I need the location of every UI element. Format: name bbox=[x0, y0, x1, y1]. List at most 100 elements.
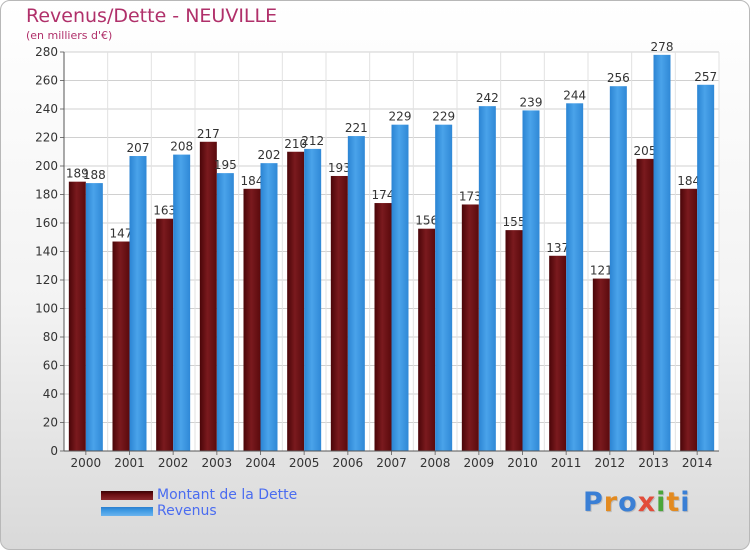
data-label-dette: 184 bbox=[241, 174, 264, 188]
data-label-revenus: 221 bbox=[345, 121, 368, 135]
logo-letter: t bbox=[666, 487, 681, 518]
bar-dette bbox=[505, 230, 523, 451]
data-label-revenus: 229 bbox=[432, 110, 455, 124]
x-tick-label: 2004 bbox=[245, 456, 276, 470]
bar-revenus bbox=[173, 154, 191, 451]
legend-swatch-revenus bbox=[101, 507, 153, 516]
x-tick-label: 2012 bbox=[595, 456, 626, 470]
data-label-dette: 173 bbox=[459, 189, 482, 203]
data-label-dette: 205 bbox=[634, 144, 657, 158]
bar-dette bbox=[68, 181, 86, 452]
y-tick-label: 200 bbox=[35, 159, 58, 173]
x-tick-label: 2008 bbox=[420, 456, 451, 470]
proxiti-logo: Proxiti bbox=[583, 487, 691, 518]
bar-revenus bbox=[697, 84, 715, 452]
bar-revenus bbox=[653, 54, 671, 451]
data-label-dette: 137 bbox=[546, 241, 569, 255]
data-label-revenus: 239 bbox=[520, 95, 543, 109]
data-label-revenus: 257 bbox=[694, 70, 717, 84]
y-tick-label: 0 bbox=[50, 444, 58, 458]
logo-letter: P bbox=[583, 487, 604, 518]
y-tick-label: 40 bbox=[43, 387, 58, 401]
legend-swatch-dette bbox=[101, 491, 153, 500]
bar-revenus bbox=[522, 110, 540, 452]
data-label-dette: 193 bbox=[328, 161, 351, 175]
y-tick-label: 180 bbox=[35, 188, 58, 202]
bar-dette bbox=[680, 188, 698, 452]
x-tick-label: 2002 bbox=[158, 456, 189, 470]
x-tick-label: 2014 bbox=[682, 456, 713, 470]
bar-dette bbox=[374, 203, 392, 451]
y-tick-label: 280 bbox=[35, 45, 58, 59]
y-tick-label: 160 bbox=[35, 216, 58, 230]
bar-revenus bbox=[609, 86, 627, 451]
x-tick-label: 2011 bbox=[551, 456, 582, 470]
chart-subtitle: (en milliers d'€) bbox=[26, 29, 113, 42]
bar-revenus bbox=[85, 183, 103, 451]
data-label-dette: 184 bbox=[677, 174, 700, 188]
x-tick-label: 2006 bbox=[333, 456, 364, 470]
logo-letter: i bbox=[656, 487, 667, 518]
data-label-dette: 210 bbox=[284, 137, 307, 151]
bar-dette bbox=[112, 241, 130, 451]
logo-letter: o bbox=[618, 487, 638, 518]
y-tick-label: 120 bbox=[35, 273, 58, 287]
x-tick-label: 2007 bbox=[376, 456, 407, 470]
y-tick-label: 20 bbox=[43, 416, 58, 430]
x-tick-label: 2001 bbox=[114, 456, 145, 470]
bar-revenus bbox=[347, 136, 365, 451]
data-label-dette: 147 bbox=[110, 227, 133, 241]
bar-revenus bbox=[391, 124, 409, 452]
bar-dette bbox=[199, 141, 217, 451]
bar-revenus bbox=[566, 103, 584, 452]
y-tick-label: 100 bbox=[35, 302, 58, 316]
data-label-revenus: 244 bbox=[563, 88, 586, 102]
x-tick-label: 2009 bbox=[464, 456, 495, 470]
bar-dette bbox=[287, 151, 305, 451]
bar-revenus bbox=[478, 106, 496, 452]
bar-revenus bbox=[129, 156, 147, 451]
data-label-revenus: 202 bbox=[258, 148, 281, 162]
data-label-revenus: 242 bbox=[476, 91, 499, 105]
x-tick-label: 2000 bbox=[71, 456, 102, 470]
y-tick-label: 260 bbox=[35, 74, 58, 88]
data-label-dette: 155 bbox=[503, 215, 526, 229]
data-label-revenus: 278 bbox=[651, 40, 674, 54]
bar-revenus bbox=[304, 148, 322, 451]
logo-letter: x bbox=[637, 487, 657, 518]
chart-title: Revenus/Dette - NEUVILLE bbox=[26, 5, 278, 27]
bar-revenus bbox=[216, 173, 234, 451]
legend-label-revenus: Revenus bbox=[157, 503, 217, 519]
data-label-revenus: 188 bbox=[83, 168, 106, 182]
data-label-dette: 121 bbox=[590, 264, 613, 278]
data-label-revenus: 256 bbox=[607, 71, 630, 85]
bar-revenus bbox=[260, 163, 278, 451]
bar-dette bbox=[549, 255, 567, 451]
y-tick-label: 240 bbox=[35, 102, 58, 116]
y-tick-label: 220 bbox=[35, 131, 58, 145]
data-label-revenus: 195 bbox=[214, 158, 237, 172]
data-label-revenus: 229 bbox=[389, 110, 412, 124]
data-label-dette: 189 bbox=[66, 167, 89, 181]
data-label-revenus: 212 bbox=[301, 134, 324, 148]
data-label-dette: 156 bbox=[415, 214, 438, 228]
logo-letter: r bbox=[603, 487, 619, 518]
data-label-dette: 163 bbox=[153, 204, 176, 218]
x-tick-label: 2005 bbox=[289, 456, 320, 470]
data-label-revenus: 207 bbox=[127, 141, 150, 155]
data-label-dette: 174 bbox=[372, 188, 395, 202]
y-tick-label: 140 bbox=[35, 245, 58, 259]
x-tick-label: 2013 bbox=[638, 456, 669, 470]
bar-dette bbox=[330, 175, 348, 451]
x-tick-label: 2010 bbox=[507, 456, 538, 470]
logo-letter: i bbox=[680, 487, 691, 518]
bar-revenus bbox=[435, 124, 453, 452]
y-tick-label: 60 bbox=[43, 359, 58, 373]
bar-dette bbox=[636, 158, 654, 451]
y-tick-label: 80 bbox=[43, 330, 58, 344]
bar-dette bbox=[592, 278, 610, 451]
x-tick-label: 2003 bbox=[202, 456, 233, 470]
data-label-revenus: 208 bbox=[170, 140, 193, 154]
